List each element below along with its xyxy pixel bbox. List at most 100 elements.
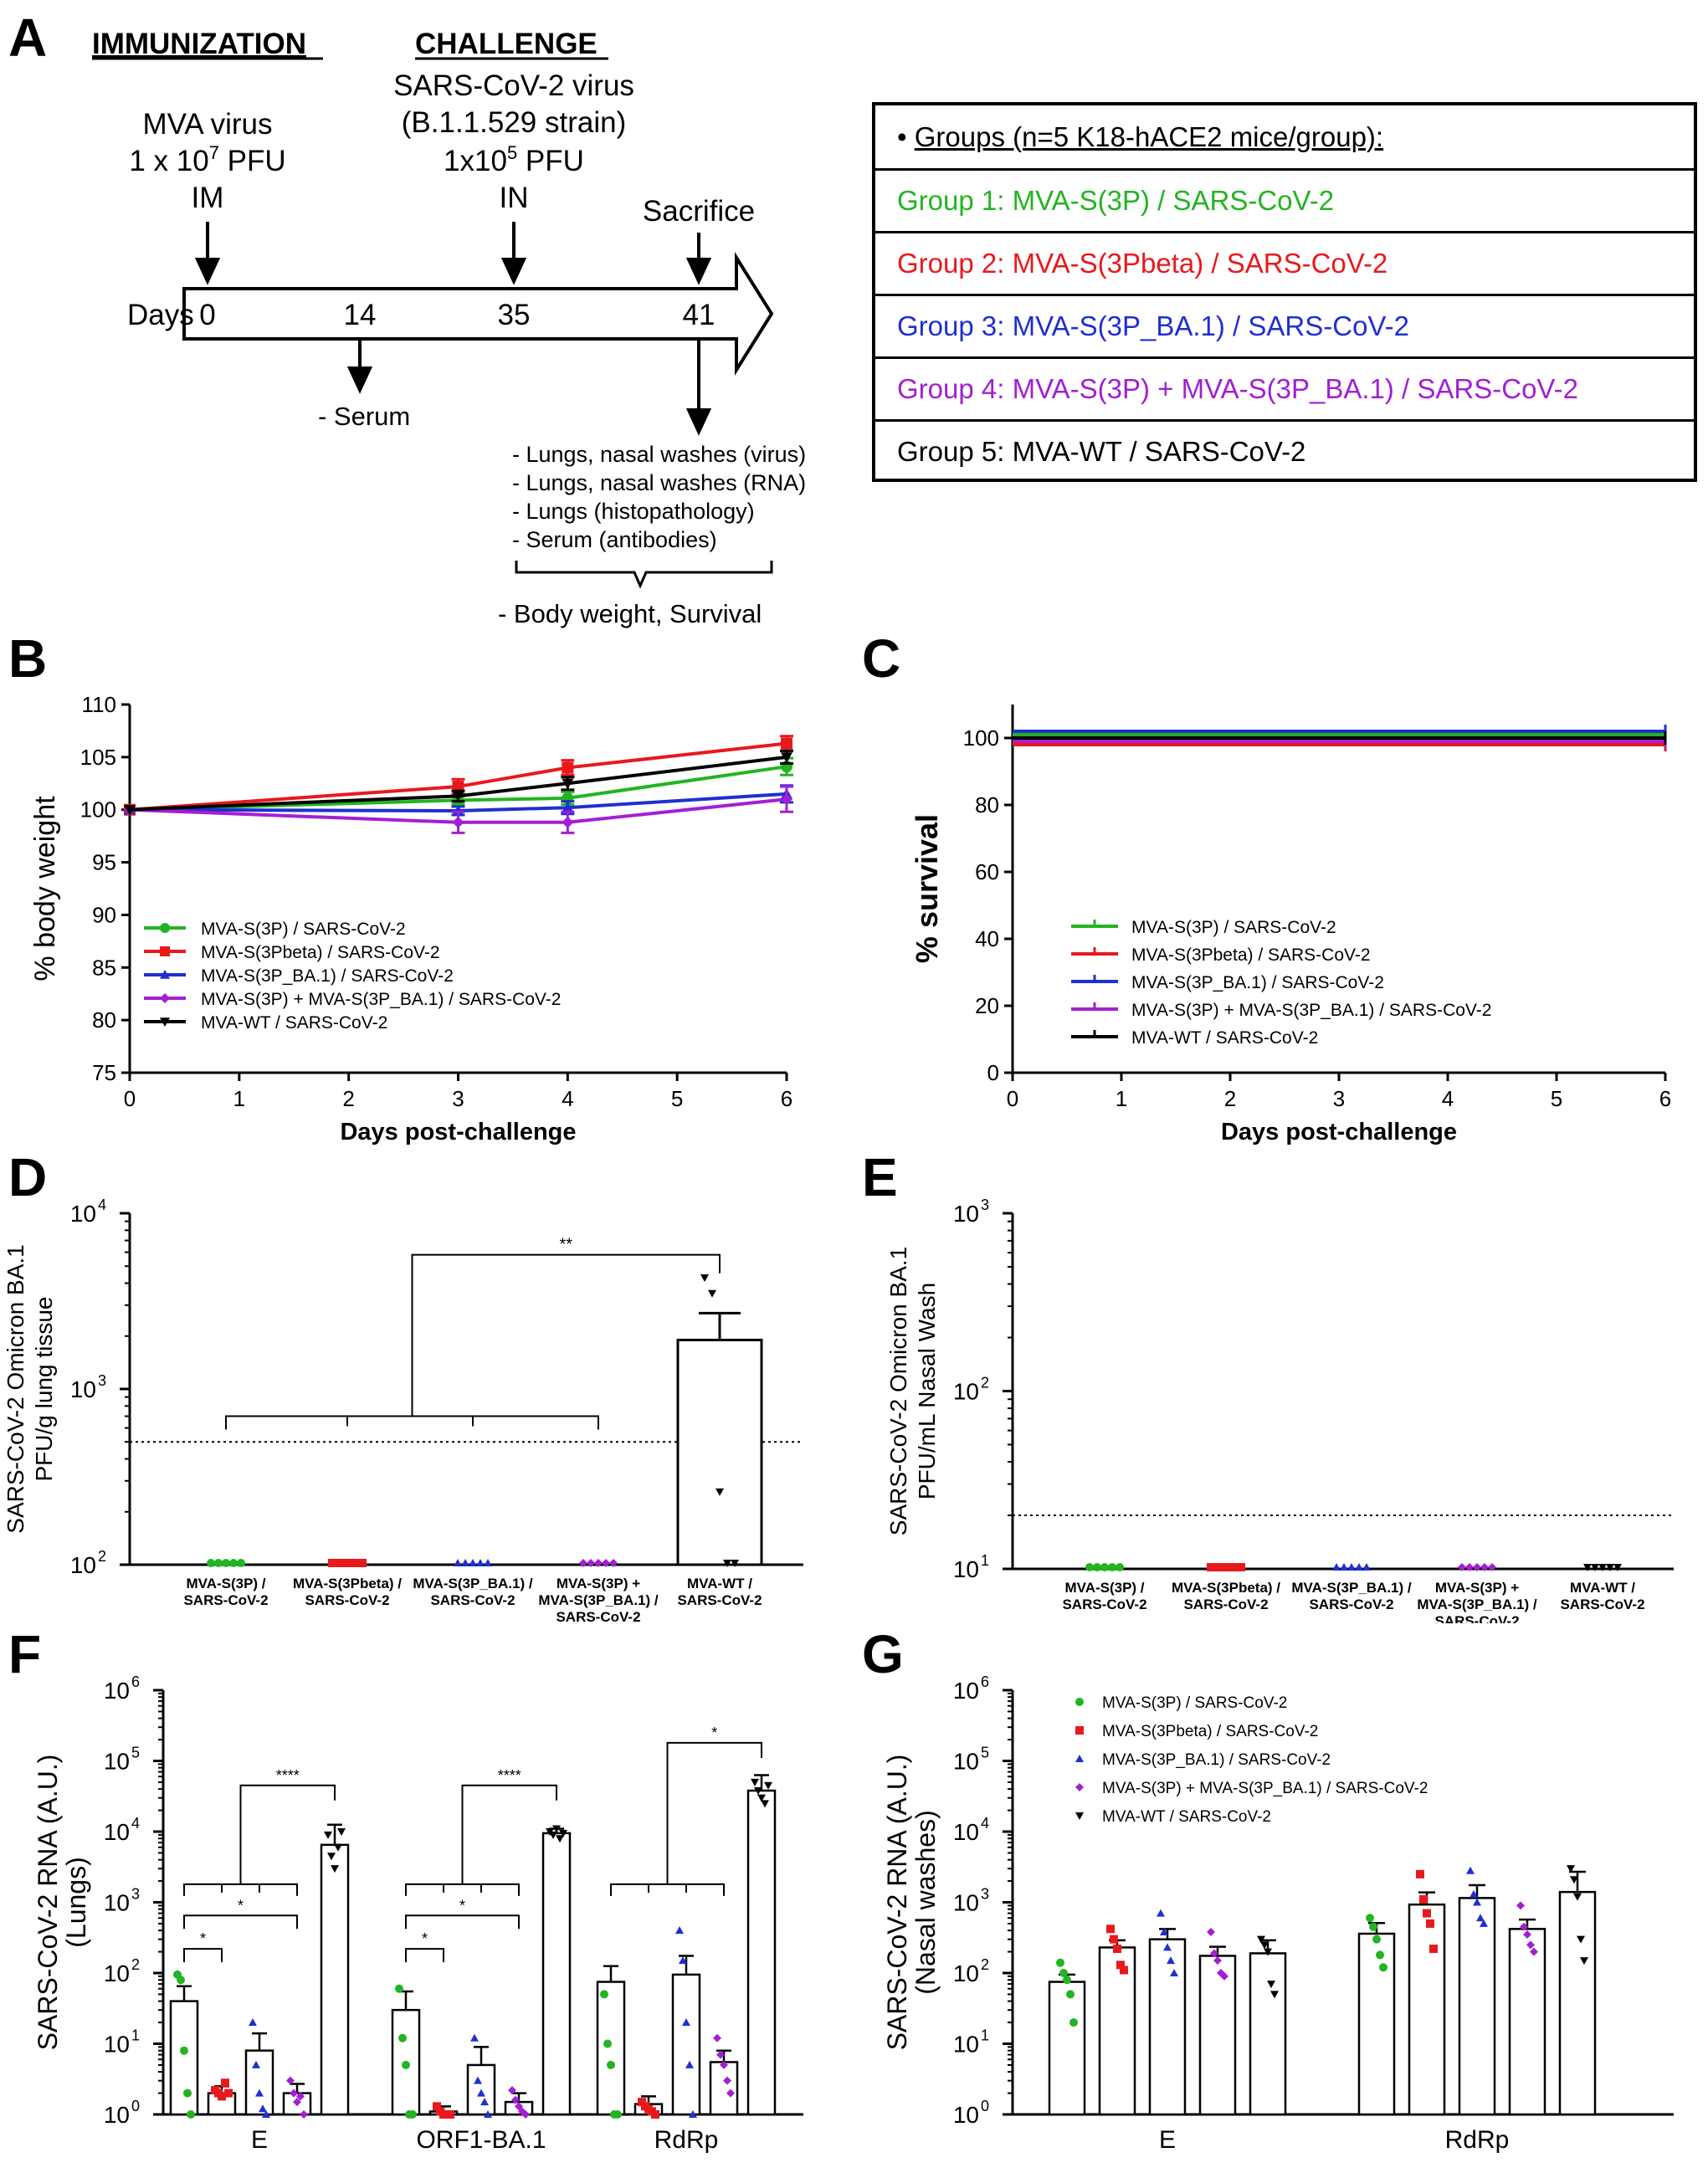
data-point [1222, 1563, 1230, 1571]
data-point [521, 2110, 530, 2119]
y-tick-label: 10 [70, 1201, 96, 1227]
category-label: MVA-S(3P) / [1064, 1580, 1144, 1596]
significance-bracket [610, 1883, 725, 1896]
category-label: MVA-S(3P) / [186, 1576, 265, 1591]
data-point [343, 1559, 351, 1567]
data-point [296, 2092, 305, 2101]
y-tick-label: 95 [92, 850, 116, 875]
y-tick-label: 10 [953, 1379, 979, 1405]
data-point [1056, 1958, 1064, 1967]
category-label: MVA-S(3Pbeta) / [1172, 1580, 1280, 1596]
y-tick-label: 60 [975, 859, 999, 884]
series-line [129, 765, 787, 812]
y-tick-exponent: 5 [131, 1745, 140, 1761]
data-point [1473, 1563, 1481, 1571]
legend-label: MVA-S(3Pbeta) / SARS-CoV-2 [201, 943, 440, 962]
bar [1249, 1952, 1287, 2116]
bar [1458, 1897, 1496, 2116]
day-tick: 35 [498, 299, 531, 331]
data-point [324, 1831, 332, 1839]
bar [541, 1832, 572, 2116]
data-point [723, 1560, 731, 1567]
y-axis-label: PFU/mL Nasal Wash [914, 1283, 940, 1499]
data-point [327, 1853, 336, 1861]
cov-dose: 1x105 PFU [444, 142, 584, 177]
y-tick-exponent: 1 [981, 1552, 989, 1569]
significance-bracket [405, 1914, 520, 1930]
data-point [255, 2088, 264, 2097]
data-point [1264, 1948, 1272, 1956]
data-point [1170, 1969, 1178, 1976]
y-tick-label: 80 [975, 792, 999, 817]
data-point [1426, 1919, 1434, 1928]
data-point [1480, 1919, 1488, 1927]
category-label: MVA-WT / [1570, 1580, 1635, 1596]
data-point [290, 2088, 298, 2098]
x-tick-label: 3 [452, 1086, 464, 1111]
y-tick-label: 90 [92, 902, 116, 927]
challenge-title: CHALLENGE [415, 28, 598, 60]
category-label: SARS-CoV-2 [1434, 1613, 1519, 1623]
data-point [477, 2088, 485, 2097]
data-point [1598, 1564, 1607, 1571]
group-5-row: Group 5: MVA-WT / SARS-CoV-2 [875, 419, 1694, 482]
data-point [1116, 1563, 1124, 1571]
data-point [286, 2076, 295, 2085]
data-point [700, 1274, 709, 1282]
body-weight-label: - Body weight, Survival [498, 599, 762, 628]
data-point [1066, 1990, 1075, 1999]
bar [1048, 1981, 1086, 2116]
y-axis-label: SARS-CoV-2 Omicron BA.1 [3, 1244, 28, 1533]
y-tick-exponent: 0 [981, 2098, 989, 2114]
data-point [1257, 1935, 1265, 1944]
data-point [781, 752, 792, 763]
y-tick-label: 40 [975, 926, 999, 951]
data-point [1332, 1563, 1341, 1571]
data-point [716, 1488, 724, 1496]
legend-label: MVA-WT / SARS-CoV-2 [1102, 1808, 1271, 1826]
y-tick-label: 10 [953, 1890, 979, 1916]
legend-label: MVA-WT / SARS-CoV-2 [201, 1013, 387, 1033]
x-tick-label: 1 [233, 1086, 245, 1111]
data-point [552, 1825, 561, 1833]
significance-bracket [183, 1948, 223, 1963]
data-point [682, 2018, 690, 2027]
data-point [484, 2110, 492, 2118]
x-tick-label: 6 [781, 1086, 792, 1111]
x-tick-label: 0 [124, 1086, 136, 1111]
significance-label: * [711, 1725, 717, 1741]
data-point [1466, 1866, 1475, 1874]
data-point [237, 1559, 245, 1567]
significance-label: * [459, 1897, 465, 1914]
data-point [1355, 1563, 1363, 1571]
y-tick-label: 85 [92, 955, 116, 980]
y-axis-label: (Lungs) [61, 1857, 91, 1948]
group-4-row: Group 4: MVA-S(3P) + MVA-S(3P_BA.1) / SA… [875, 356, 1694, 419]
y-tick-exponent: 2 [981, 1956, 989, 1973]
group-2-row: Group 2: MVA-S(3Pbeta) / SARS-CoV-2 [875, 231, 1694, 294]
y-tick-label: 10 [104, 1749, 130, 1775]
data-point [726, 2088, 735, 2098]
data-point [474, 2076, 482, 2084]
legend-marker [160, 923, 170, 933]
data-point [328, 1559, 336, 1567]
data-point [476, 1559, 485, 1566]
data-point [358, 1559, 367, 1567]
data-point [1423, 1909, 1431, 1918]
legend-label: MVA-S(3P_BA.1) / SARS-CoV-2 [1102, 1751, 1331, 1769]
data-point [1167, 1956, 1175, 1965]
panel-label-f: F [8, 1624, 42, 1684]
data-point [408, 2110, 417, 2119]
y-tick-label: 10 [953, 1201, 979, 1227]
data-point [1613, 1564, 1622, 1571]
data-point [751, 1778, 759, 1786]
y-axis-label: SARS-CoV-2 Omicron BA.1 [885, 1247, 911, 1535]
in-route: IN [500, 182, 529, 214]
legend-label: MVA-S(3Pbeta) / SARS-CoV-2 [1131, 946, 1371, 965]
significance-bracket [411, 1253, 721, 1417]
data-point [562, 761, 574, 774]
category-label: RdRp [654, 2126, 719, 2154]
y-tick-exponent: 1 [131, 2027, 140, 2044]
data-point [1523, 1930, 1531, 1940]
